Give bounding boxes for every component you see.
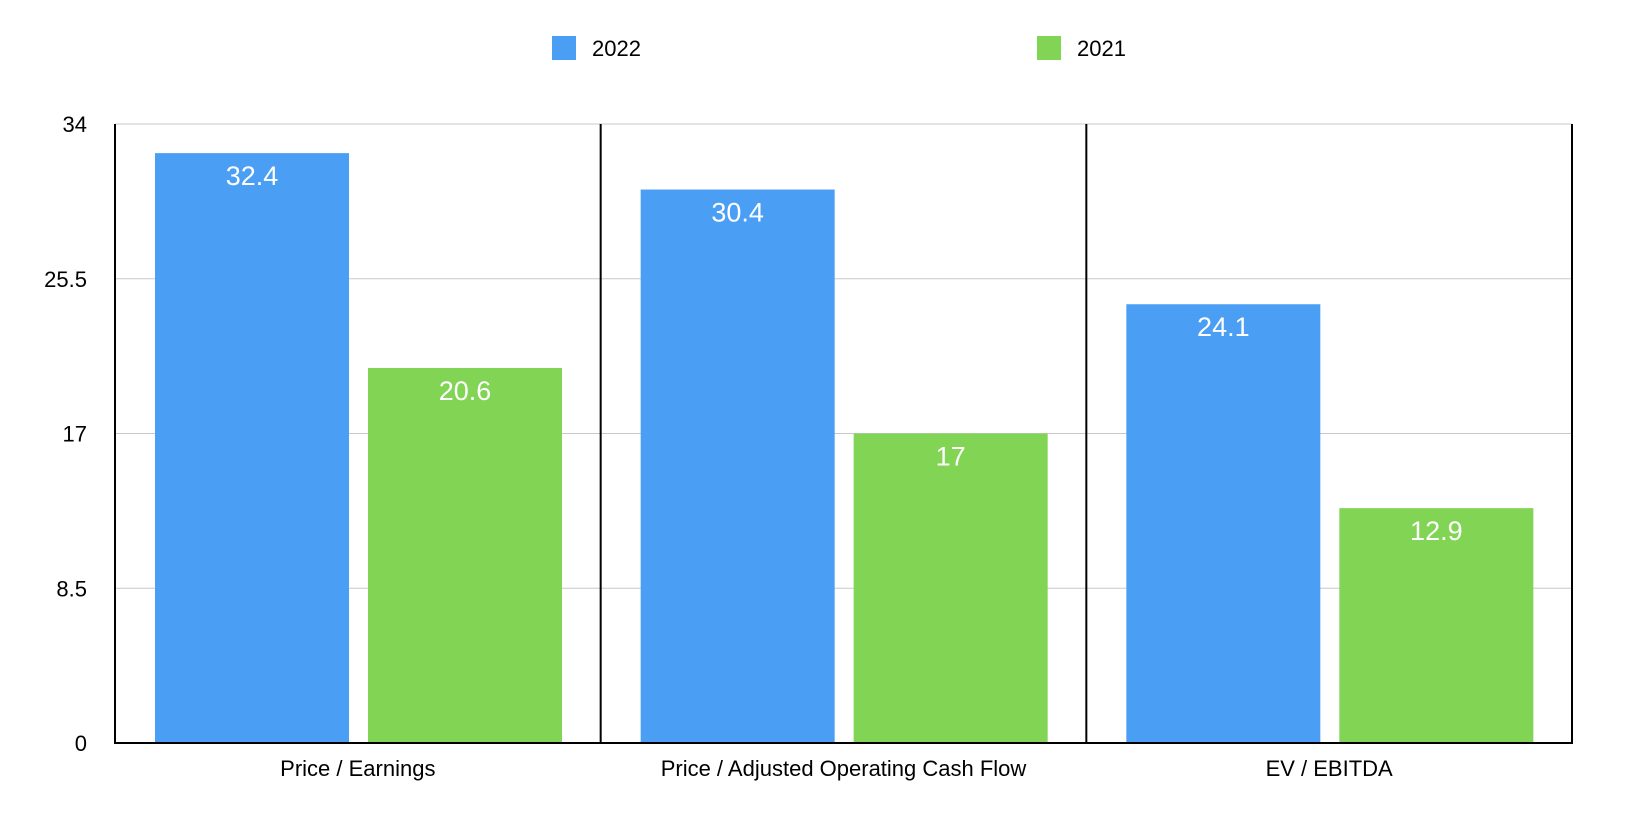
y-tick-label: 8.5 bbox=[56, 576, 87, 601]
bar-2022-2 bbox=[1126, 304, 1321, 743]
axes bbox=[114, 124, 1573, 744]
data-label: 30.4 bbox=[711, 198, 764, 228]
legend-label: 2021 bbox=[1077, 36, 1126, 61]
labels: 0 8.5 17 25.5 34 32.4 20.6 Price / Earnings 30.4… bbox=[44, 112, 1462, 781]
data-label: 24.1 bbox=[1197, 312, 1250, 342]
legend-label: 2022 bbox=[592, 36, 641, 61]
legend-swatch-2021 bbox=[1037, 36, 1061, 60]
y-tick-label: 34 bbox=[63, 112, 87, 137]
y-tick-label: 17 bbox=[63, 422, 87, 447]
data-label: 20.6 bbox=[439, 376, 492, 406]
bars bbox=[155, 153, 1534, 744]
gridlines bbox=[115, 123, 1572, 589]
legend: 2022 2021 bbox=[552, 36, 1126, 61]
x-category-label: EV / EBITDA bbox=[1266, 756, 1393, 781]
y-tick-label: 25.5 bbox=[44, 267, 87, 292]
x-category-label: Price / Earnings bbox=[280, 756, 435, 781]
bar-2021-2 bbox=[1339, 508, 1534, 743]
y-tick-label: 0 bbox=[75, 731, 87, 756]
data-label: 12.9 bbox=[1410, 516, 1463, 546]
data-label: 32.4 bbox=[226, 161, 279, 191]
bar-2022-1 bbox=[640, 189, 835, 743]
x-category-label: Price / Adjusted Operating Cash Flow bbox=[661, 756, 1027, 781]
legend-swatch-2022 bbox=[552, 36, 576, 60]
bar-2021-0 bbox=[368, 367, 562, 743]
bar-2022-0 bbox=[155, 153, 349, 744]
data-label: 17 bbox=[936, 442, 966, 472]
bar-2021-1 bbox=[853, 433, 1048, 743]
